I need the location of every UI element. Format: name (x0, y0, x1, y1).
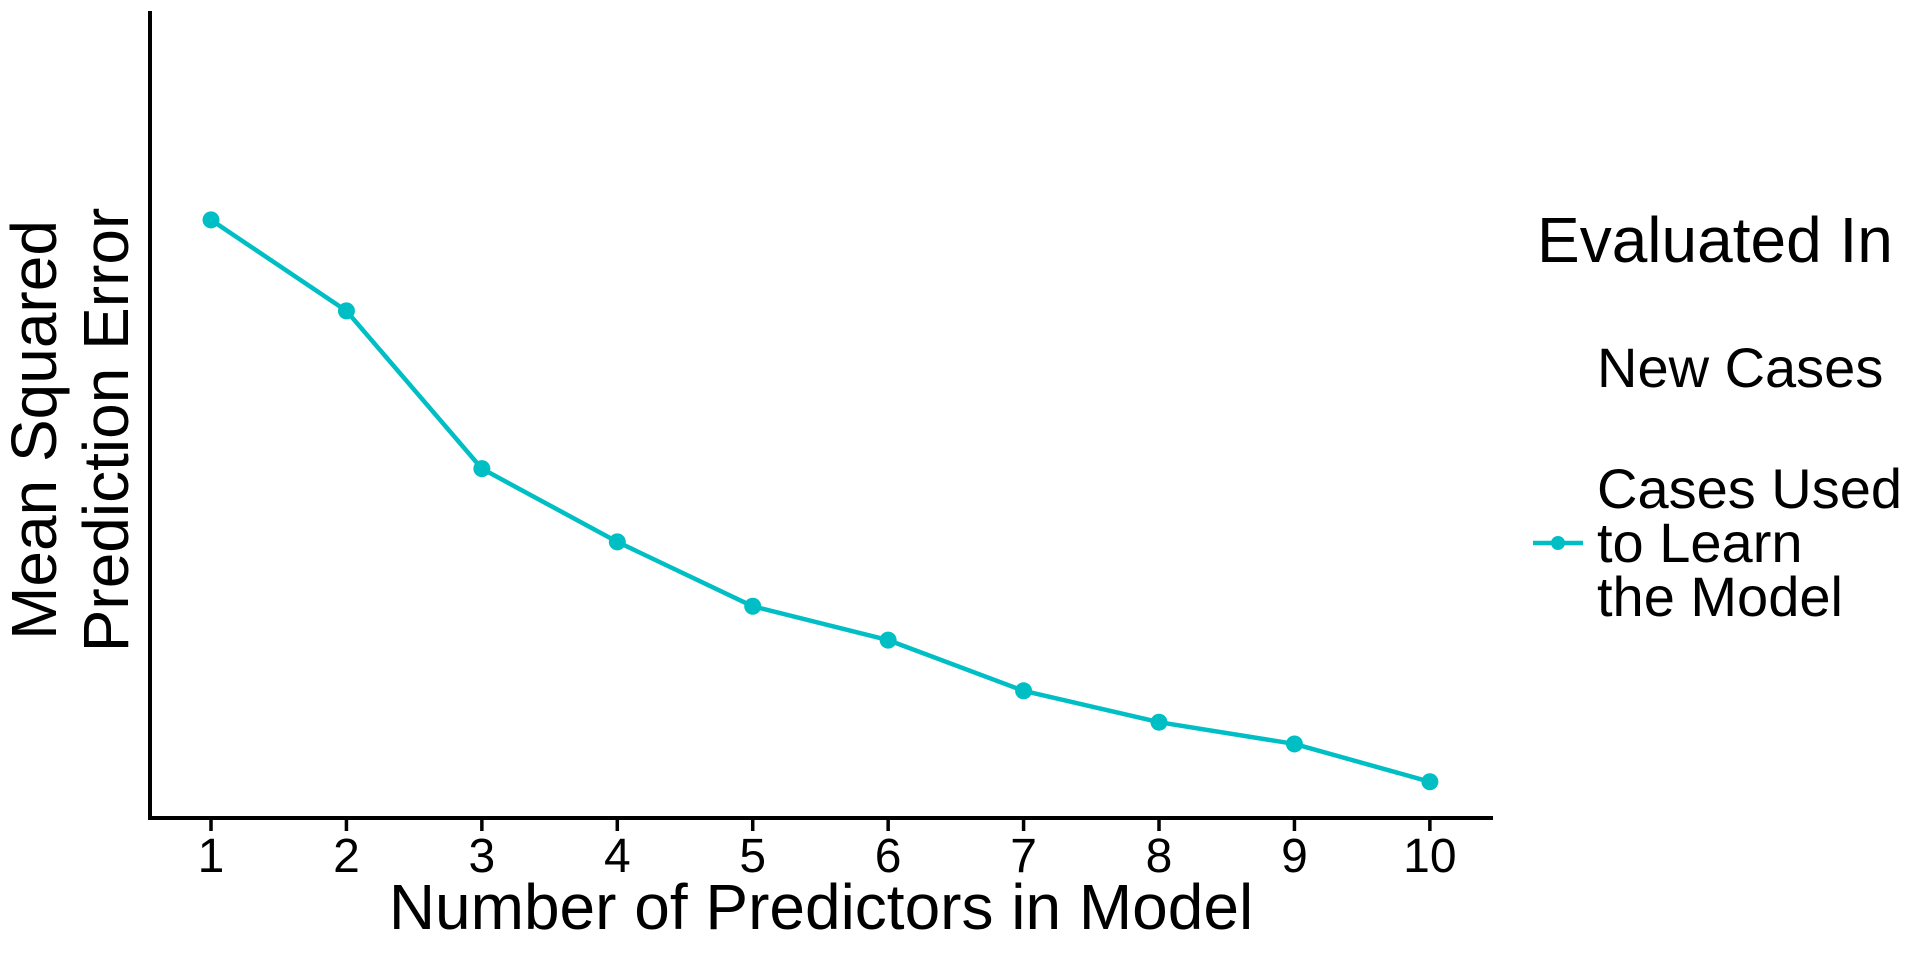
data-point (473, 460, 491, 478)
data-point (1015, 682, 1033, 700)
data-point (337, 302, 355, 320)
x-tick-label: 7 (1010, 830, 1037, 883)
x-tick-label: 3 (469, 830, 496, 883)
x-tick-label: 1 (198, 830, 225, 883)
x-tick-label: 5 (739, 830, 766, 883)
x-tick-label: 4 (604, 830, 631, 883)
x-axis-title: Number of Predictors in Model (388, 871, 1254, 943)
x-tick-label: 8 (1146, 830, 1173, 883)
data-point (1150, 713, 1168, 731)
mse-line (209, 218, 1431, 784)
data-point (1421, 773, 1439, 791)
data-point (1285, 735, 1303, 753)
x-tick-label: 6 (875, 830, 902, 883)
x-tick-label: 10 (1403, 830, 1456, 883)
data-point (608, 533, 626, 551)
data-point (744, 597, 762, 615)
x-tick-label: 2 (333, 830, 360, 883)
data-point (879, 631, 897, 649)
x-tick-label: 9 (1281, 830, 1308, 883)
data-point (202, 211, 220, 229)
